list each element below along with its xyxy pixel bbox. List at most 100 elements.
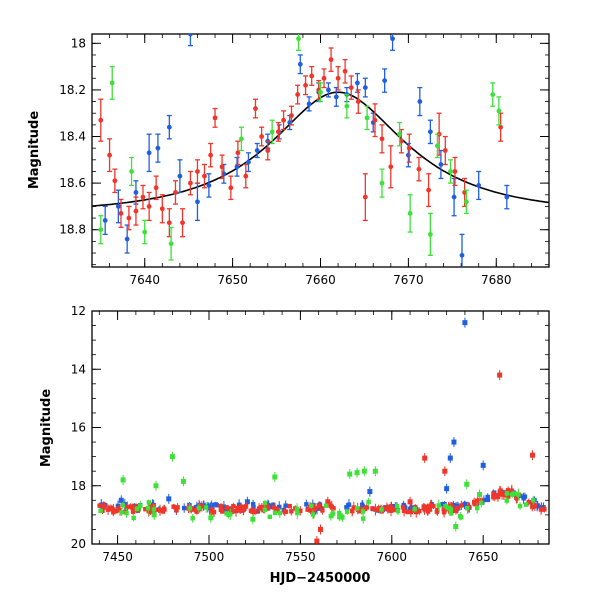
data-point-green bbox=[345, 509, 350, 514]
data-point-blue bbox=[306, 101, 312, 107]
data-point-red bbox=[455, 505, 460, 511]
data-point-green bbox=[239, 136, 244, 142]
data-point-red bbox=[298, 508, 303, 513]
data-point-red bbox=[321, 75, 327, 81]
data-point-green bbox=[269, 129, 275, 135]
data-point-red bbox=[259, 134, 265, 139]
data-point-blue bbox=[459, 252, 465, 258]
data-point-red bbox=[318, 526, 323, 532]
data-point-red bbox=[265, 506, 270, 511]
data-point-red bbox=[328, 57, 334, 63]
data-point-green bbox=[129, 169, 134, 174]
data-point-red bbox=[400, 505, 406, 510]
data-point-green bbox=[146, 500, 152, 505]
data-point-green bbox=[361, 468, 367, 474]
data-point-green bbox=[407, 211, 413, 216]
data-point-blue bbox=[181, 505, 187, 511]
data-point-green bbox=[262, 507, 268, 513]
data-point-red bbox=[112, 178, 118, 184]
data-point-red bbox=[414, 509, 419, 515]
data-point-blue bbox=[333, 94, 339, 100]
data-point-red bbox=[442, 468, 448, 474]
data-point-blue bbox=[255, 508, 261, 514]
data-point-blue bbox=[417, 99, 423, 104]
data-point-red bbox=[391, 507, 397, 512]
data-point-green bbox=[446, 505, 451, 511]
data-point-red bbox=[350, 508, 355, 513]
data-point-green bbox=[509, 492, 515, 497]
data-point-red bbox=[325, 499, 331, 505]
data-point-red bbox=[116, 506, 121, 511]
data-point-red bbox=[406, 145, 412, 151]
data-point-red bbox=[442, 148, 448, 153]
data-point-red bbox=[287, 503, 292, 509]
data-point-red bbox=[148, 504, 153, 510]
data-point-red bbox=[530, 504, 535, 510]
data-point-green bbox=[397, 131, 402, 137]
data-point-red bbox=[303, 82, 308, 88]
data-point-red bbox=[530, 452, 536, 458]
top-y-tick-label: 18.6 bbox=[59, 176, 86, 190]
data-point-green bbox=[448, 511, 454, 516]
data-point-green bbox=[516, 492, 521, 497]
data-point-blue bbox=[155, 145, 161, 151]
data-point-blue bbox=[246, 159, 251, 165]
data-point-blue bbox=[362, 85, 368, 90]
data-point-green bbox=[379, 507, 384, 512]
data-point-red bbox=[173, 190, 178, 195]
data-point-red bbox=[209, 510, 214, 515]
data-point-red bbox=[320, 508, 325, 513]
data-point-red bbox=[453, 508, 459, 514]
data-point-green bbox=[131, 515, 136, 521]
data-point-green bbox=[366, 499, 371, 505]
top-x-tick-label: 7650 bbox=[217, 273, 248, 287]
data-point-red bbox=[405, 509, 410, 515]
data-point-red bbox=[401, 508, 407, 514]
data-point-blue bbox=[405, 152, 411, 158]
data-point-green bbox=[318, 89, 323, 95]
top-y-axis-label: Magnitude bbox=[27, 111, 42, 190]
data-point-red bbox=[235, 150, 241, 156]
data-point-green bbox=[330, 511, 336, 516]
bottom-x-tick-label: 7550 bbox=[285, 550, 316, 564]
data-point-red bbox=[275, 129, 281, 135]
data-point-green bbox=[120, 503, 126, 508]
data-point-red bbox=[149, 507, 154, 512]
data-point-green bbox=[296, 36, 301, 42]
data-point-green bbox=[109, 80, 115, 86]
data-point-blue bbox=[188, 34, 193, 37]
data-point-red bbox=[416, 166, 422, 172]
bottom-y-axis-label: Magnitude bbox=[39, 389, 54, 468]
top-y-tick-label: 18.8 bbox=[59, 223, 86, 237]
data-point-green bbox=[208, 515, 214, 521]
data-point-red bbox=[348, 85, 354, 90]
data-point-green bbox=[124, 510, 129, 516]
data-point-blue bbox=[166, 124, 172, 130]
data-point-red bbox=[133, 208, 139, 214]
data-point-red bbox=[253, 106, 258, 111]
data-point-blue bbox=[326, 87, 331, 93]
data-point-green bbox=[395, 508, 401, 514]
data-point-green bbox=[272, 510, 278, 516]
bottom-x-tick-label: 7650 bbox=[468, 550, 499, 564]
bottom-y-tick-label: 18 bbox=[71, 479, 86, 493]
data-point-blue bbox=[277, 505, 282, 510]
data-point-red bbox=[435, 507, 440, 513]
bottom-panel-full: 7450 7500 7550 7600 7650 12 14 16 18 20 Magnitude… bbox=[39, 304, 550, 586]
top-panel-zoom: 7640 7650 7660 7670 7680 18 18.2 18.4 18.6 18.8 M… bbox=[27, 33, 550, 287]
data-point-red bbox=[282, 509, 287, 514]
data-point-red bbox=[495, 493, 501, 498]
data-point-red bbox=[384, 504, 390, 510]
data-point-green bbox=[360, 509, 366, 514]
data-point-red bbox=[447, 503, 453, 508]
data-point-red bbox=[473, 501, 478, 507]
data-point-blue bbox=[244, 499, 250, 505]
data-point-green bbox=[504, 491, 510, 496]
data-point-red bbox=[159, 206, 165, 212]
data-point-red bbox=[313, 506, 318, 511]
data-point-red bbox=[218, 507, 224, 513]
data-point-green bbox=[168, 241, 174, 247]
data-point-red bbox=[118, 211, 124, 216]
data-point-green bbox=[448, 507, 453, 512]
